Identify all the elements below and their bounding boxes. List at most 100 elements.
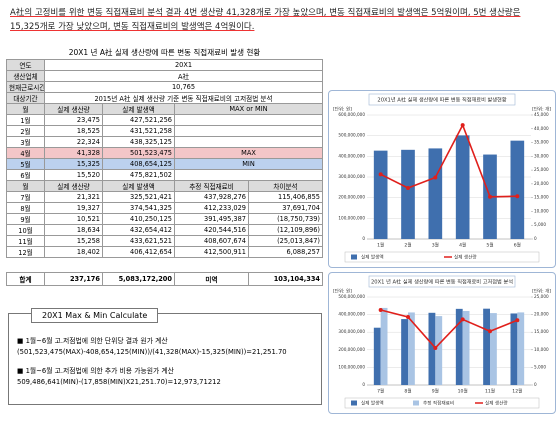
gap-cell xyxy=(6,257,323,273)
cell: 41,328 xyxy=(44,147,103,159)
y-tick-label: 200,000,000 xyxy=(338,347,365,352)
x-tick-label: 3월 xyxy=(432,242,439,249)
cell: 10,521 xyxy=(44,213,103,225)
month-row: 4월 41,328 501,523,475 MAX xyxy=(6,147,323,159)
info-value: 10,765 xyxy=(44,81,323,93)
gap-row xyxy=(6,257,323,273)
bar xyxy=(483,308,490,385)
info-key: 현재근로시간 xyxy=(6,81,45,93)
cell: 412,500,911 xyxy=(174,246,249,258)
y-tick-label: 400,000,000 xyxy=(338,312,365,317)
header-cell: 월 xyxy=(6,103,45,115)
cell: 18,402 xyxy=(44,246,103,258)
cell: 19,327 xyxy=(44,202,103,214)
title-box xyxy=(368,275,516,288)
point xyxy=(488,194,492,199)
x-tick-label: 6월 xyxy=(514,242,521,249)
cell: MAX xyxy=(174,147,323,159)
cell: 437,928,276 xyxy=(174,191,249,203)
y2-tick-label: 35,000 xyxy=(534,140,549,145)
y-tick-label: 0 xyxy=(362,382,365,387)
cell: 408,654,125 xyxy=(102,158,175,170)
cell: 9월 xyxy=(6,213,45,225)
x-tick-label: 4월 xyxy=(459,242,466,249)
info-key: 연도 xyxy=(6,59,45,71)
calc-heading: ■ 1월~6월 고.저점법에 의한 단위당 결과 원가 계산 xyxy=(17,336,287,347)
header-cell: 추정 직접재료비 xyxy=(174,180,249,192)
legend-label: 실제 발생액 xyxy=(361,254,384,261)
month-row: 7월 21,321 325,521,421 437,928,276 115,406,85… xyxy=(6,191,323,203)
total-cell: 미역 xyxy=(174,272,249,286)
bar xyxy=(428,312,436,385)
y-tick-label: 100,000,000 xyxy=(338,215,365,220)
cell: 408,607,674 xyxy=(174,235,249,247)
header-row: 월 실제 생산량 실제 발생액 추정 직접재료비 차이분석 xyxy=(6,180,323,192)
month-row: 9월 10,521 410,250,125 391,495,387 (18,750,73… xyxy=(6,213,323,225)
bar xyxy=(401,319,408,385)
info-row: 연도 20X1 xyxy=(6,59,323,71)
legend-label: 추정 직접재료비 xyxy=(423,400,454,407)
x-tick-label: 2월 xyxy=(404,242,411,249)
legend-box xyxy=(344,251,540,263)
cell: 21,321 xyxy=(44,191,103,203)
point xyxy=(515,194,520,199)
empty-cell xyxy=(174,136,323,148)
info-value: 20X1 xyxy=(44,59,323,71)
y2-axis-label: [단위: 개] xyxy=(532,288,551,295)
month-row: 11월 15,258 433,621,521 408,607,674 (25,013,8… xyxy=(6,235,323,247)
legend-label: 실제 생산량 xyxy=(485,400,508,407)
legend-swatch xyxy=(413,400,419,406)
y-tick-label: 500,000,000 xyxy=(338,294,365,299)
calc-box: 20X1 Max & Min Calculate ■ 1월~6월 고.저점법에 … xyxy=(8,308,322,405)
calc-heading: ■ 1월~6월 고.저점법에 의한 추가 비용 가능원가 계산 xyxy=(17,366,287,377)
total-row: 합계 237,176 5,083,172,200 미역 103,104,334 xyxy=(6,272,323,286)
y2-tick-label: 0 xyxy=(534,236,537,241)
cell: 8월 xyxy=(6,202,45,214)
calc-title: 20X1 Max & Min Calculate xyxy=(31,308,159,323)
header-cell: 월 xyxy=(6,180,45,192)
month-row: 8월 19,327 374,541,325 412,233,029 37,691,704 xyxy=(6,202,323,214)
info-row: 생산업체 A社 xyxy=(6,70,323,82)
month-row: 10월 18,634 432,654,412 420,544,516 (12,109,8… xyxy=(6,224,323,236)
cell: (18,750,739) xyxy=(248,213,323,225)
bar xyxy=(510,140,525,239)
y-tick-label: 400,000,000 xyxy=(338,153,365,158)
point xyxy=(488,329,492,334)
y-tick-label: 0 xyxy=(362,236,365,241)
bar xyxy=(408,312,415,385)
x-tick-label: 1월 xyxy=(377,242,384,249)
chart-title: 20X1년 A社 실제 생산량에 따른 변동 직접재료비 발생현황 xyxy=(377,96,506,104)
bar xyxy=(401,149,415,239)
cell: 7월 xyxy=(6,191,45,203)
cell: 37,691,704 xyxy=(248,202,323,214)
total-cell: 103,104,334 xyxy=(248,272,323,286)
y-tick-label: 300,000,000 xyxy=(338,329,365,334)
cell: 391,495,387 xyxy=(174,213,249,225)
bar xyxy=(373,150,388,239)
cell: 406,412,654 xyxy=(102,246,175,258)
info-row: 현재근로시간 10,765 xyxy=(6,81,323,93)
x-tick-label: 5월 xyxy=(486,242,493,249)
point xyxy=(515,318,520,323)
y2-tick-label: 25,000 xyxy=(534,294,549,299)
cell: 475,821,502 xyxy=(102,169,175,181)
month-row: 1월 23,475 427,521,256 xyxy=(6,114,323,126)
point xyxy=(433,345,438,350)
y2-tick-label: 20,000 xyxy=(534,181,549,186)
info-key: 대상기간 xyxy=(6,92,45,104)
total-cell: 5,083,172,200 xyxy=(102,272,175,286)
cell: 23,475 xyxy=(44,114,103,126)
point xyxy=(433,175,438,180)
calc-heading-text: 1월~6월 고.저점법에 의한 추가 비용 가능원가 계산 xyxy=(25,367,174,375)
info-row: 대상기간 2015년 A社 실제 생산량 기준 변동 직접재료비의 고저점법 분석 xyxy=(6,92,323,104)
y-tick-label: 100,000,000 xyxy=(338,364,365,369)
y-tick-label: 200,000,000 xyxy=(338,195,365,200)
y2-tick-label: 45,000 xyxy=(534,112,549,117)
cell: 4월 xyxy=(6,147,45,159)
cell: 115,406,855 xyxy=(248,191,323,203)
bar xyxy=(455,308,463,385)
bar xyxy=(380,307,388,385)
cell: 3월 xyxy=(6,136,45,148)
y2-tick-label: 10,000 xyxy=(534,208,549,213)
